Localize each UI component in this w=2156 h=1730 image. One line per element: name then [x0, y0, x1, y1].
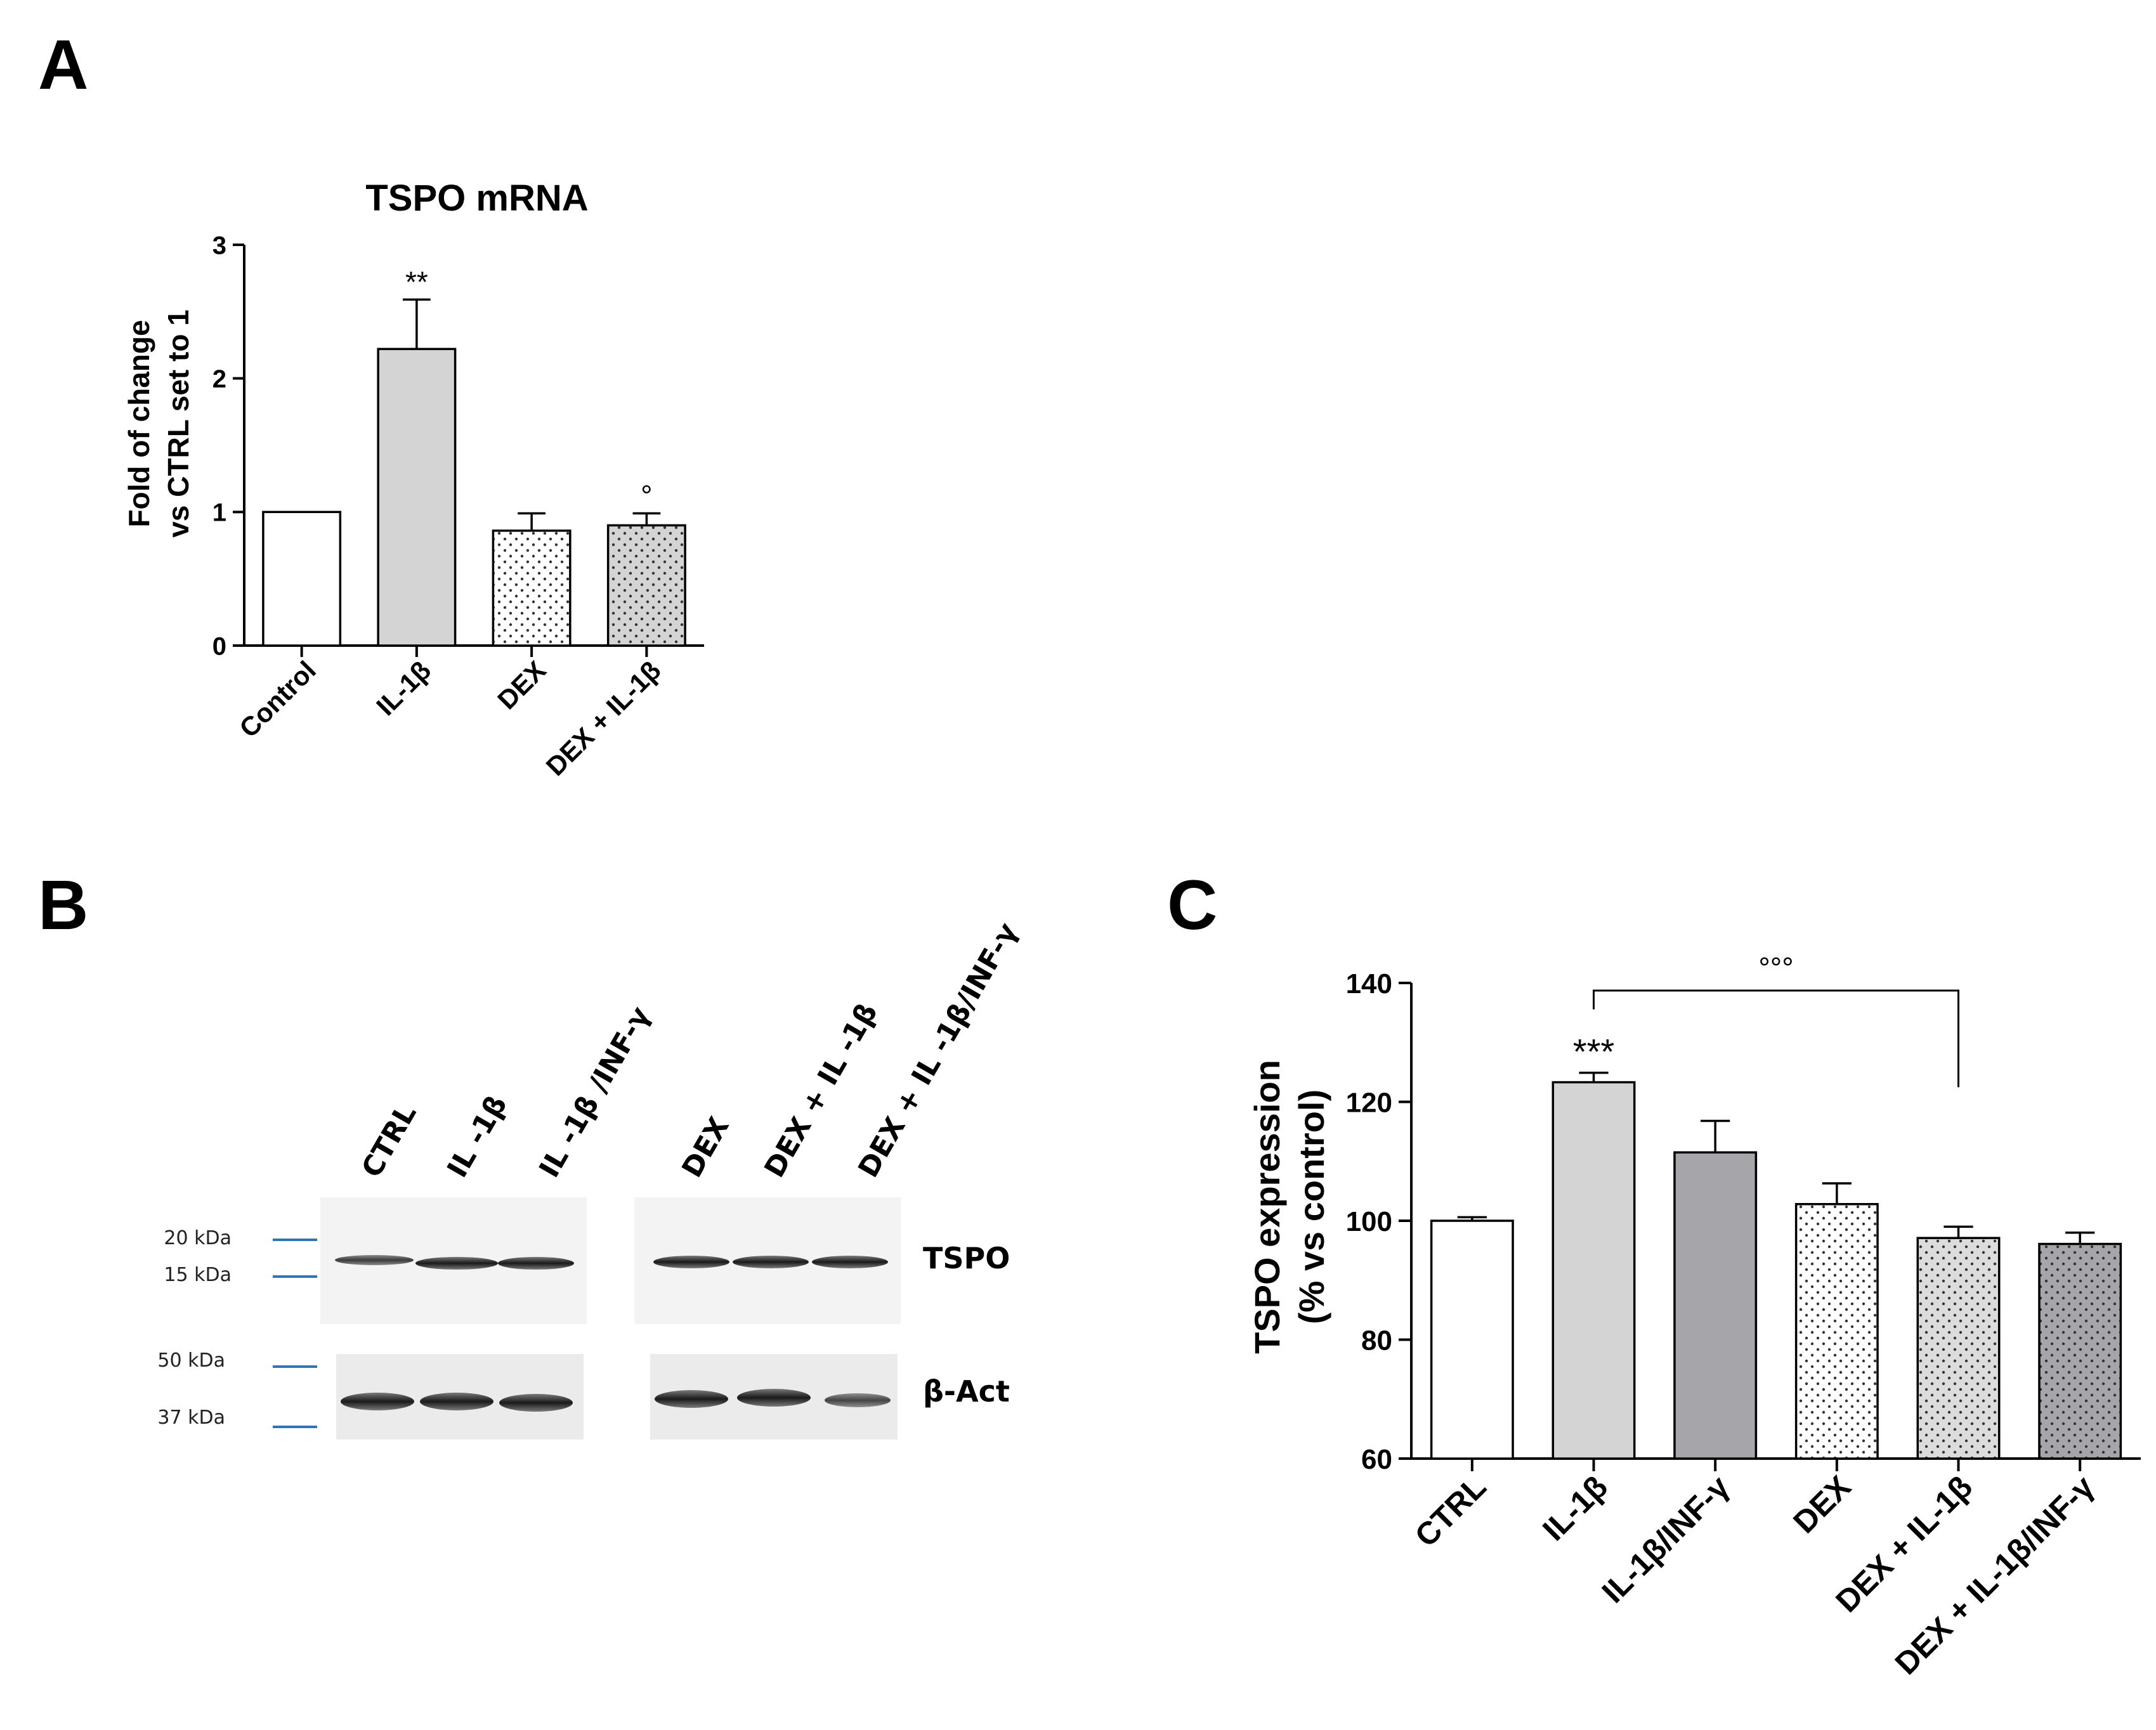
x-tick-label: CTRL	[1408, 1469, 1493, 1554]
bar	[1552, 1081, 1636, 1460]
bar	[1794, 1203, 1879, 1460]
chart-a-ylabel-line1: Fold of change	[122, 320, 155, 527]
blot-lane-label: IL -1β	[441, 1090, 513, 1183]
x-tick-label: DEX + IL-1β/INF-γ	[1888, 1469, 2101, 1681]
actin-band	[420, 1393, 493, 1410]
panel-label-b: B	[38, 866, 88, 944]
tspo-band	[335, 1255, 414, 1265]
western-blot: CTRL IL -1β IL -1β /INF-γ DEX DEX + IL -…	[157, 918, 1024, 1440]
actin-band	[655, 1390, 728, 1408]
x-tick-label: IL-1β	[370, 655, 436, 721]
marker-label: 20 kDa	[164, 1227, 232, 1249]
bar	[606, 524, 686, 647]
actin-band-label: β-Act	[923, 1374, 1010, 1408]
y-tick-label: 120	[1346, 1087, 1392, 1118]
significance-label: **	[405, 265, 428, 298]
bar	[1673, 1151, 1758, 1460]
chart-a: TSPO mRNA Fold of change vs CTRL set to …	[122, 178, 704, 781]
significance-label: ***	[1573, 1032, 1614, 1072]
actin-band	[341, 1393, 414, 1410]
y-tick-label: 140	[1346, 968, 1392, 999]
marker-label: 15 kDa	[164, 1264, 232, 1286]
actin-band	[825, 1393, 891, 1407]
marker-label: 37 kDa	[157, 1407, 225, 1429]
x-tick-label: Control	[233, 655, 322, 743]
bar	[492, 530, 572, 647]
y-tick-label: 3	[212, 231, 226, 259]
marker-label: 50 kDa	[157, 1350, 225, 1372]
x-tick-label: DEX + IL-1β	[540, 655, 667, 781]
tspo-band	[415, 1257, 498, 1270]
tspo-band	[733, 1256, 809, 1268]
blot-lane-label: DEX + IL -1β/INF-γ	[852, 918, 1024, 1183]
bar	[262, 511, 342, 647]
y-tick-label: 0	[212, 632, 226, 660]
chart-c: TSPO expression (% vs control) 60 80 100 12…	[1247, 951, 2141, 1681]
significance-label: °	[641, 479, 652, 512]
x-tick-label: IL-1β/INF-γ	[1595, 1469, 1736, 1610]
bar	[1916, 1237, 2001, 1460]
y-tick-label: 60	[1361, 1444, 1392, 1475]
actin-band	[499, 1394, 573, 1412]
comparison-bracket	[1593, 989, 1959, 1088]
tspo-band-label: TSPO	[923, 1241, 1010, 1275]
tspo-band	[653, 1256, 729, 1268]
y-tick-label: 80	[1361, 1325, 1392, 1356]
bar	[2038, 1242, 2122, 1460]
y-tick-label: 100	[1346, 1206, 1392, 1237]
tspo-band	[812, 1256, 888, 1268]
chart-c-ylabel-line1: TSPO expression	[1247, 1060, 1287, 1354]
y-tick-label: 1	[212, 499, 226, 527]
chart-c-ylabel-line2: (% vs control)	[1291, 1089, 1331, 1324]
chart-a-ylabel-line2: vs CTRL set to 1	[162, 309, 195, 538]
x-tick-label: DEX	[1786, 1469, 1857, 1540]
panel-label-c: C	[1167, 866, 1217, 944]
bar	[377, 348, 457, 647]
bar	[1430, 1219, 1514, 1460]
actin-band	[737, 1389, 811, 1407]
panel-label-a: A	[38, 26, 88, 104]
tspo-band	[498, 1257, 574, 1270]
blot-lane-label: DEX	[676, 1112, 735, 1183]
chart-a-title: TSPO mRNA	[365, 178, 588, 219]
x-tick-label: DEX	[492, 655, 551, 715]
blot-lane-label: IL -1β /INF-γ	[533, 1001, 657, 1183]
y-tick-label: 2	[212, 365, 226, 393]
blot-lane-label: CTRL	[355, 1098, 422, 1183]
x-tick-label: IL-1β	[1536, 1469, 1614, 1547]
comparison-bracket-label: °°°	[1758, 951, 1793, 984]
